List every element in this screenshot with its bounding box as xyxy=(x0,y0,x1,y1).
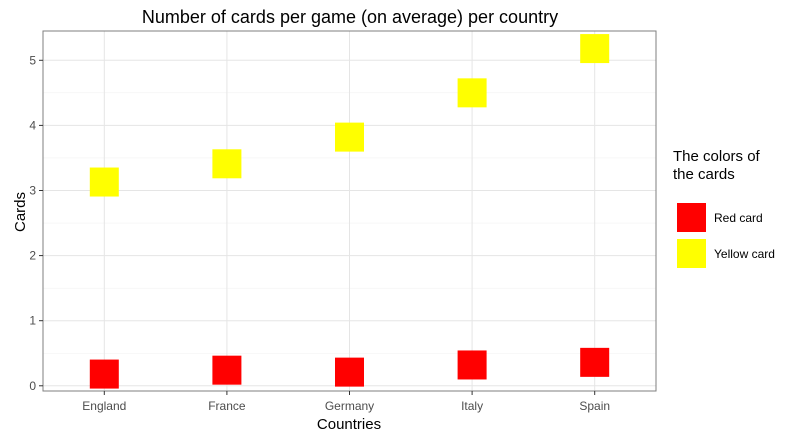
point-red-card xyxy=(89,359,119,389)
legend-label-yellow-card: Yellow card xyxy=(714,247,775,261)
point-red-card xyxy=(335,357,364,387)
legend-items: Red card Yellow card xyxy=(677,203,775,268)
point-yellow-card xyxy=(89,167,119,197)
y-tick-label: 5 xyxy=(29,53,36,67)
x-tick-label: Italy xyxy=(461,399,483,413)
y-tick-label: 1 xyxy=(29,314,36,328)
x-tick-label: Germany xyxy=(325,399,374,413)
point-yellow-card xyxy=(335,122,364,152)
legend-title-line: The colors of xyxy=(673,148,761,165)
legend-title: The colors of the cards xyxy=(673,148,761,183)
legend-title-line: the cards xyxy=(673,166,735,183)
legend-swatch-yellow-card xyxy=(677,239,706,268)
point-red-card xyxy=(212,355,242,385)
legend-label-red-card: Red card xyxy=(714,211,763,225)
y-tick-label: 3 xyxy=(29,183,36,197)
y-tick-label: 2 xyxy=(29,249,36,263)
y-axis-label: Cards xyxy=(12,192,29,232)
y-tick-label: 4 xyxy=(29,118,36,132)
legend: The colors of the cards Red card Yellow ca… xyxy=(673,148,775,268)
point-yellow-card xyxy=(580,34,610,64)
point-red-card xyxy=(457,350,487,380)
plot-area: 0 1 2 3 4 5 England France Germany Italy Spain xyxy=(29,30,657,413)
x-tick-label: France xyxy=(208,399,246,413)
legend-swatch-red-card xyxy=(677,203,706,232)
point-red-card xyxy=(580,347,610,377)
chart-title: Number of cards per game (on average) pe… xyxy=(142,7,558,27)
point-yellow-card xyxy=(212,149,242,179)
y-tick-label: 0 xyxy=(29,379,36,393)
point-yellow-card xyxy=(457,78,487,108)
x-axis-label: Countries xyxy=(317,416,381,433)
x-tick-label: Spain xyxy=(579,399,610,413)
x-tick-label: England xyxy=(82,399,126,413)
